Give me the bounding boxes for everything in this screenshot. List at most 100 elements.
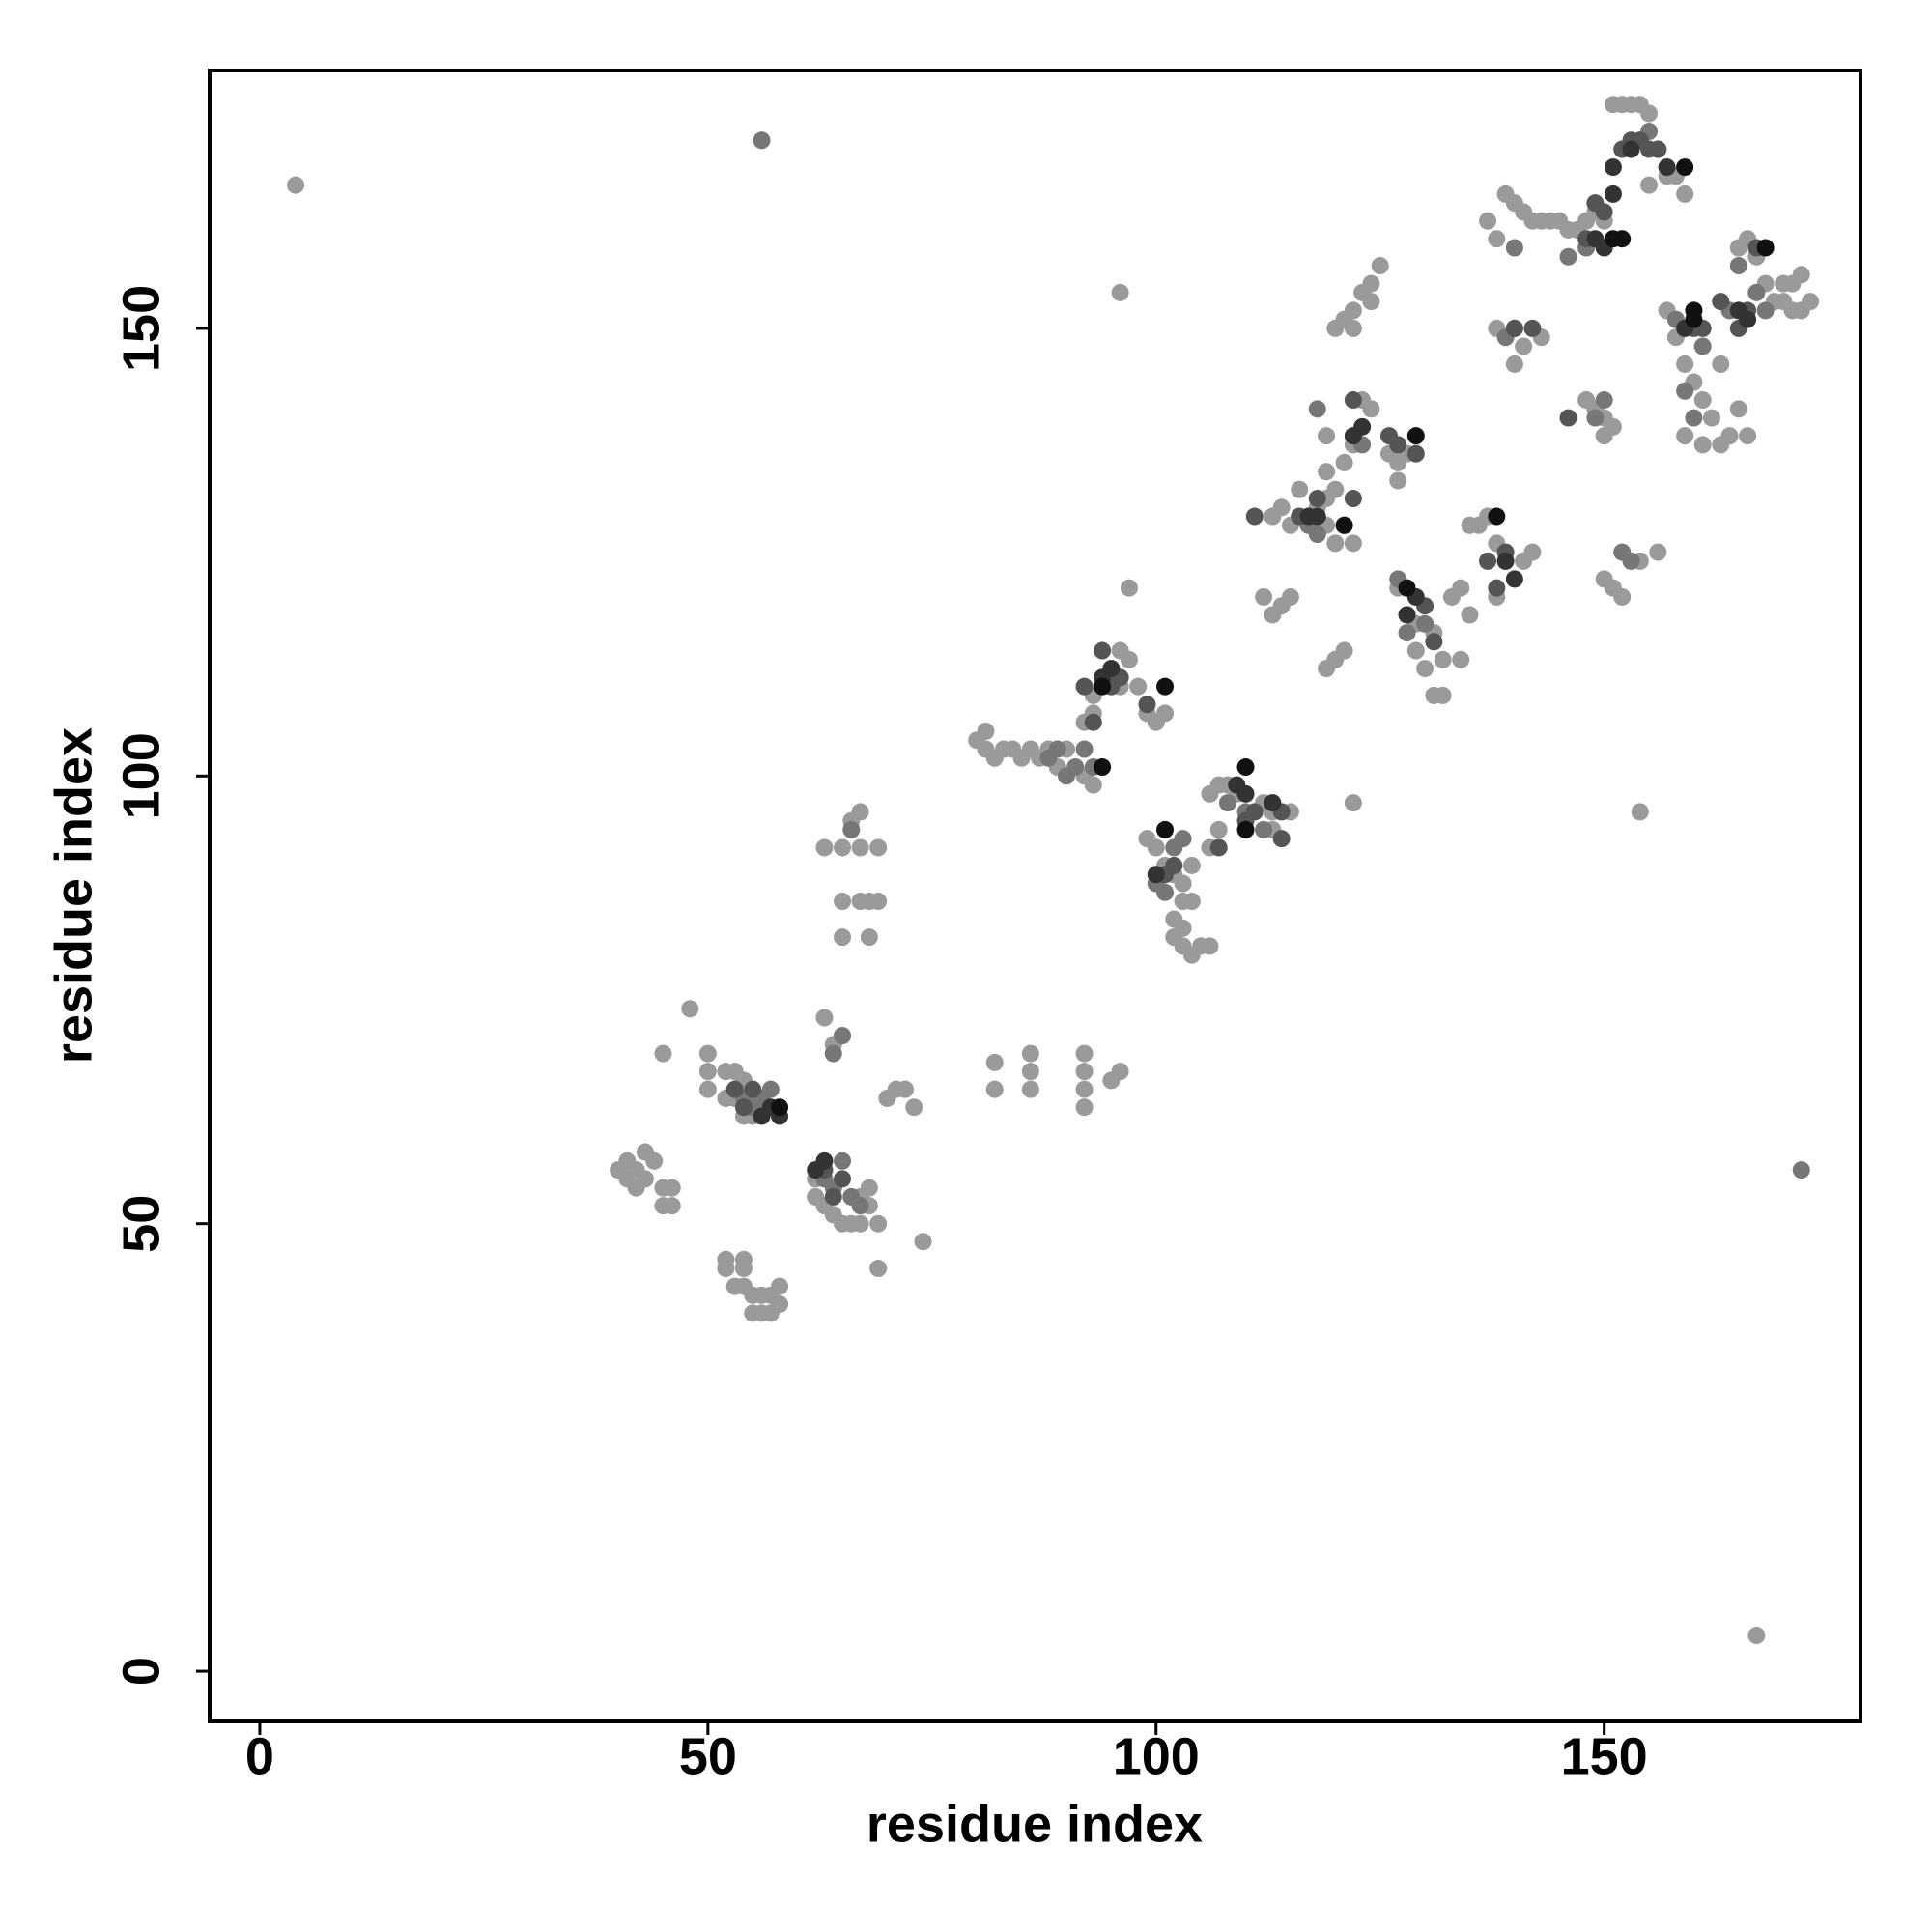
point: [1182, 893, 1201, 911]
point: [1075, 1080, 1094, 1098]
point: [1335, 516, 1353, 534]
point: [1094, 641, 1112, 660]
point: [698, 1063, 717, 1081]
point: [1676, 185, 1694, 203]
point: [761, 1080, 780, 1098]
point: [1120, 579, 1138, 597]
point: [1479, 212, 1497, 230]
point: [1075, 1098, 1094, 1117]
point: [1318, 427, 1336, 445]
point: [1066, 758, 1085, 777]
point: [1129, 677, 1148, 696]
point: [1094, 758, 1112, 777]
point: [1676, 382, 1694, 400]
point: [645, 1151, 664, 1170]
point: [1182, 856, 1201, 874]
point: [1335, 453, 1353, 471]
x-tick-label: 50: [679, 1727, 737, 1785]
point: [1344, 391, 1362, 410]
point: [851, 838, 869, 857]
point: [1604, 185, 1622, 203]
point: [1461, 606, 1479, 624]
point: [1676, 427, 1694, 445]
point: [1775, 274, 1793, 293]
point: [1712, 293, 1730, 311]
point: [1165, 856, 1183, 874]
point: [1747, 1627, 1766, 1645]
point: [1174, 830, 1192, 848]
point: [1308, 490, 1326, 508]
point: [1245, 507, 1264, 526]
point: [1434, 650, 1452, 668]
point: [1281, 587, 1299, 606]
point: [834, 928, 852, 947]
point: [1398, 579, 1416, 597]
point: [771, 1098, 789, 1117]
point: [1075, 1044, 1094, 1063]
point: [1739, 310, 1757, 328]
point: [1255, 820, 1273, 838]
point: [1111, 1063, 1129, 1081]
point: [1452, 579, 1470, 597]
point: [1156, 677, 1175, 696]
point: [1264, 794, 1282, 812]
point: [1747, 283, 1766, 301]
point: [698, 1044, 717, 1063]
point: [717, 1260, 735, 1278]
x-tick-label: 150: [1561, 1727, 1648, 1785]
point: [1021, 1063, 1039, 1081]
point: [1344, 301, 1362, 320]
point: [1685, 409, 1703, 427]
point: [1622, 552, 1640, 570]
point: [744, 1080, 762, 1098]
point: [1739, 427, 1757, 445]
point: [1649, 140, 1667, 158]
point: [1174, 874, 1192, 893]
point: [1622, 140, 1640, 158]
point: [1174, 919, 1192, 937]
point: [1595, 427, 1613, 445]
point: [1515, 337, 1533, 355]
point: [1344, 534, 1362, 553]
point: [1505, 570, 1523, 588]
point: [815, 838, 834, 857]
point: [1291, 480, 1309, 498]
point: [1406, 641, 1425, 660]
point: [1488, 579, 1506, 597]
x-tick-label: 100: [1113, 1727, 1200, 1785]
point: [842, 820, 861, 838]
point: [1515, 552, 1533, 570]
point: [824, 1187, 842, 1206]
point: [1640, 104, 1659, 123]
point: [1604, 230, 1622, 248]
point: [1147, 838, 1165, 857]
point: [1702, 409, 1720, 427]
point: [851, 803, 869, 821]
y-tick-label: 150: [112, 285, 170, 372]
point: [1398, 624, 1416, 642]
point: [1138, 696, 1156, 714]
point: [1021, 1080, 1039, 1098]
point: [1075, 740, 1094, 758]
point: [753, 131, 771, 150]
point: [725, 1080, 744, 1098]
y-tick-label: 100: [112, 732, 170, 819]
point: [1111, 283, 1129, 301]
point: [860, 1179, 878, 1197]
point: [977, 722, 995, 740]
point: [869, 1214, 888, 1233]
point: [1209, 820, 1228, 838]
point: [734, 1260, 753, 1278]
point: [1102, 660, 1121, 678]
point: [1649, 543, 1667, 561]
point: [1496, 552, 1515, 570]
point: [1048, 740, 1066, 758]
point: [698, 1080, 717, 1098]
point: [1156, 704, 1175, 723]
point: [869, 893, 888, 911]
point: [1452, 650, 1470, 668]
x-tick-label: 0: [245, 1727, 274, 1785]
point: [1676, 355, 1694, 373]
point: [1236, 784, 1255, 803]
point: [1729, 257, 1747, 275]
